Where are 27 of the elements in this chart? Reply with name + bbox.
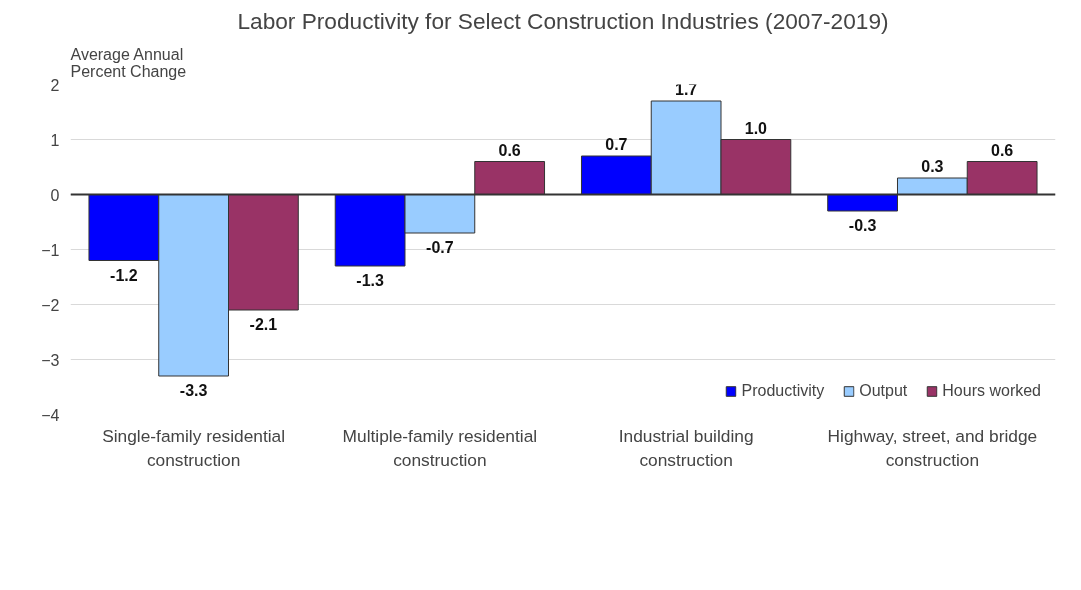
data-label: 0.6 — [991, 141, 1014, 159]
data-label: 0.3 — [921, 158, 944, 175]
data-label: -3.3 — [179, 382, 208, 399]
data-label: 1.0 — [744, 119, 768, 137]
x-tick-label: Industrial building construction — [618, 425, 754, 470]
y-tick-label: 2 — [50, 76, 60, 94]
data-label: 0.7 — [605, 136, 628, 153]
y-tick-label: −4 — [41, 406, 60, 424]
y-tick-label: 0 — [50, 186, 60, 204]
y-axis-title: Average Annual Percent Change — [70, 45, 187, 80]
x-tick-label: Highway, street, and bridge construction — [827, 425, 1038, 470]
y-tick-label: −1 — [41, 241, 60, 259]
legend-label: Output — [859, 382, 908, 400]
data-label: -0.7 — [426, 239, 454, 256]
data-label: -1.2 — [110, 266, 138, 284]
legend-label: Hours worked — [942, 382, 1041, 400]
y-tick-label: −2 — [41, 296, 60, 314]
chart-title: Labor Productivity for Select Construction Industries (2007-2019) — [237, 7, 889, 34]
y-tick-label: 1 — [50, 131, 60, 149]
data-label: -0.3 — [848, 217, 877, 234]
x-tick-label: Single-family residential construction — [102, 425, 286, 470]
y-tick-label: −3 — [41, 351, 60, 369]
data-label: 0.6 — [498, 141, 521, 159]
legend-label: Productivity — [741, 382, 825, 400]
data-label: -1.3 — [356, 272, 384, 289]
data-label: -2.1 — [249, 316, 278, 333]
x-tick-label: Multiple-family residential construction — [342, 425, 538, 470]
